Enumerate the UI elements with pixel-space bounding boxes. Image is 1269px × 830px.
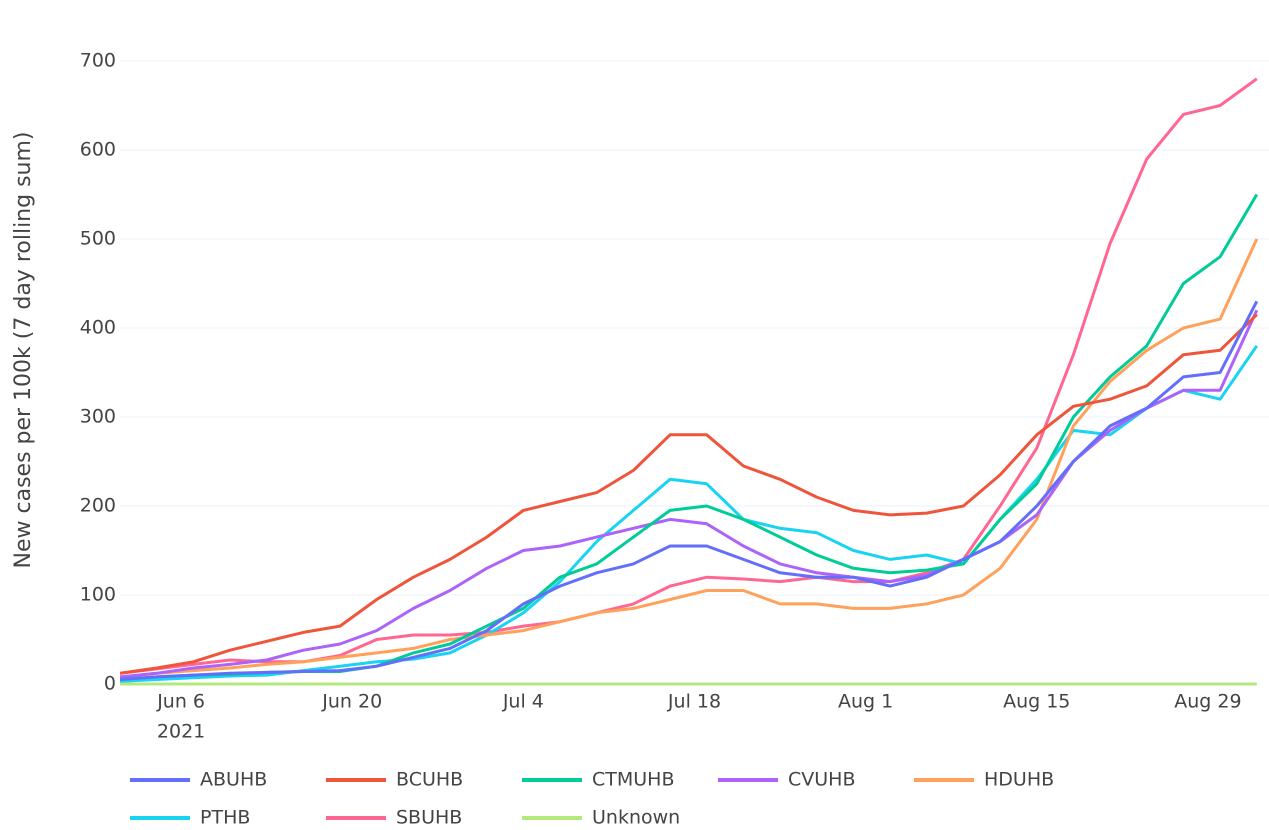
- y-tick-label: 400: [80, 317, 116, 339]
- legend-label: CTMUHB: [592, 769, 675, 791]
- series-line: [120, 77, 1258, 675]
- legend-label: BCUHB: [396, 769, 463, 791]
- series-line: [120, 344, 1259, 683]
- series-line: [120, 300, 1259, 681]
- series-line: [120, 193, 1259, 681]
- legend-label: Unknown: [592, 807, 680, 829]
- x-tick-label: Jun 20: [321, 691, 382, 713]
- x-tick-label: Aug 1: [838, 691, 893, 713]
- x-year-label: 2021: [157, 721, 205, 743]
- x-tick-label: Jul 18: [667, 691, 721, 713]
- series-line: [120, 313, 1258, 675]
- y-tick-label: 100: [80, 584, 116, 606]
- x-tick-label: Jun 6: [156, 691, 205, 713]
- y-tick-label: 500: [80, 228, 116, 250]
- legend-label: HDUHB: [984, 769, 1054, 791]
- legend-label: PTHB: [200, 807, 250, 829]
- series-line: [120, 309, 1259, 679]
- x-tick-label: Aug 29: [1174, 691, 1241, 713]
- legend-label: CVUHB: [788, 769, 856, 791]
- x-tick-label: Aug 15: [1003, 691, 1070, 713]
- y-tick-label: 600: [80, 139, 116, 161]
- x-tick-label: Jul 4: [502, 691, 544, 713]
- y-tick-label: 200: [80, 495, 116, 517]
- y-tick-label: 300: [80, 406, 116, 428]
- y-tick-label: 0: [104, 673, 116, 695]
- y-tick-label: 700: [80, 50, 116, 72]
- series-line: [120, 238, 1259, 679]
- y-axis-title: New cases per 100k (7 day rolling sum): [11, 132, 36, 569]
- legend-label: SBUHB: [396, 807, 462, 829]
- legend-label: ABUHB: [200, 769, 267, 791]
